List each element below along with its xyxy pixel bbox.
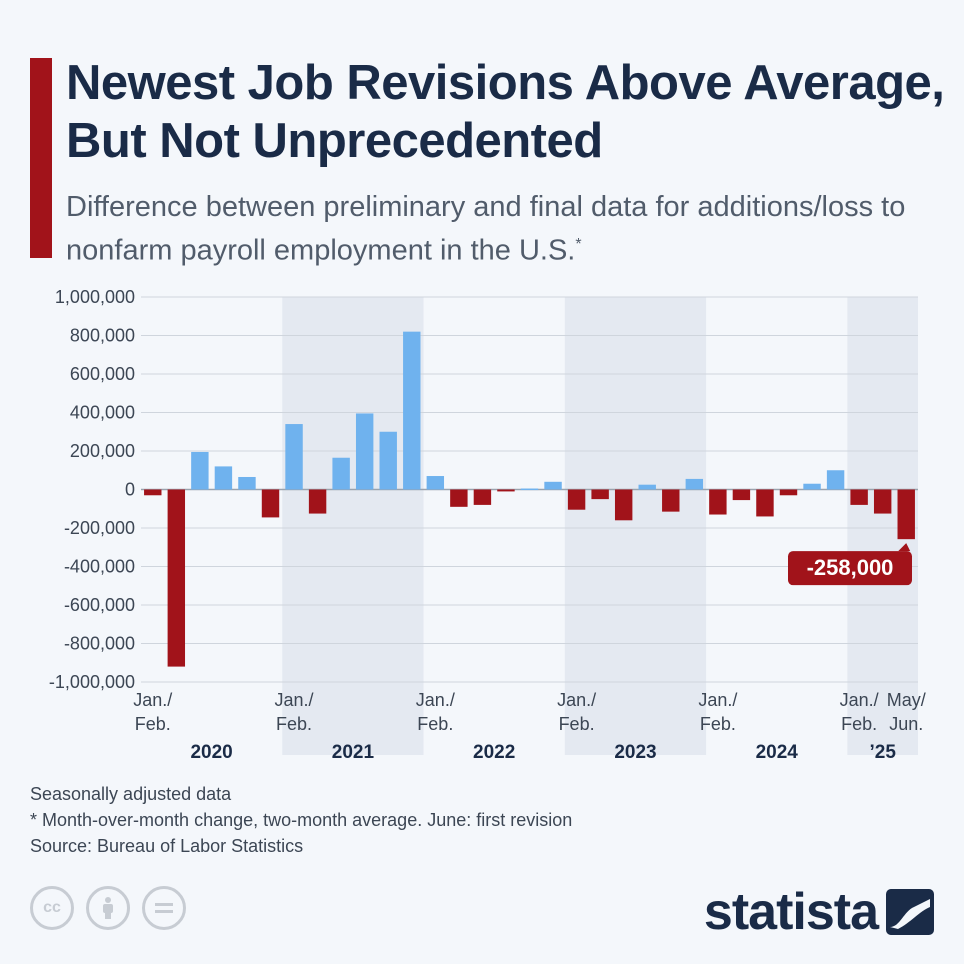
year-label: 2023 <box>614 742 656 763</box>
year-label: 2024 <box>756 742 799 763</box>
x-tick-label: Feb. <box>276 714 312 734</box>
x-tick-label: Feb. <box>700 714 736 734</box>
bar-mar--apr--2023 <box>591 489 609 500</box>
bar-nov--dec--2022 <box>544 481 562 490</box>
x-tick-label: Jan./ <box>557 690 596 710</box>
logo-text: statista <box>703 883 879 941</box>
bar-sep--oct--2023 <box>662 489 680 512</box>
bar-may-jun--2020 <box>191 451 209 490</box>
callout-label: -258,000 <box>807 555 894 580</box>
bar-mar--apr--2022 <box>450 489 468 507</box>
attribution-icon[interactable] <box>86 886 130 930</box>
bar-jan--feb--2022 <box>426 476 445 490</box>
statista-logo[interactable]: statista <box>704 882 934 942</box>
bar-chart: 1,000,000 800,000 600,000 400,000 200,000 0 -2… <box>49 287 926 763</box>
y-tick-label: -400,000 <box>64 557 135 577</box>
y-tick-label: -600,000 <box>64 595 135 615</box>
bar-sep--oct--2020 <box>238 476 256 490</box>
bar-may-jun--2023 <box>614 489 633 521</box>
bar-mar--apr--2024 <box>732 489 751 501</box>
bar-may-jun--2024 <box>756 489 774 517</box>
subtitle-footnote-mark: * <box>575 236 582 253</box>
x-tick-label: Jun. <box>889 714 923 734</box>
y-tick-label: 800,000 <box>70 326 135 346</box>
y-tick-label: 1,000,000 <box>55 287 135 307</box>
bar-jul--aug--2023 <box>638 484 656 490</box>
bar-nov--dec--2024 <box>826 470 845 490</box>
x-tick-label: Feb. <box>417 714 453 734</box>
y-tick-label: 0 <box>125 480 135 500</box>
bar-may-jun--2021 <box>332 457 350 490</box>
source-note: Source: Bureau of Labor Statistics <box>30 836 304 856</box>
chart-title: Newest Job Revisions Above Average, But … <box>66 56 945 168</box>
bars <box>144 331 915 667</box>
year-label: 2020 <box>190 742 232 763</box>
y-tick-label: -1,000,000 <box>49 672 135 692</box>
cc-icon[interactable]: cc <box>30 886 74 930</box>
note-footnote: * Month-over-month change, two-month ave… <box>30 810 573 830</box>
bar-jul--aug--2020 <box>214 466 233 490</box>
year-bands <box>282 297 918 755</box>
year-labels: 2020 2021 2022 2023 2024 ’25 <box>190 742 896 763</box>
year-band-2023 <box>564 297 707 755</box>
bar-may-jun--2022 <box>473 489 492 505</box>
bar-jan--feb--2020 <box>144 489 162 496</box>
bar-jul--aug--2022 <box>497 489 515 492</box>
callout-pointer <box>898 543 911 552</box>
gridlines <box>141 296 918 683</box>
bar-mar--apr--2021 <box>308 489 327 514</box>
license-icons: cc <box>30 886 186 930</box>
y-tick-label: 600,000 <box>70 364 135 384</box>
year-band-2021 <box>282 297 424 755</box>
bar-may-jun--2025 <box>897 489 915 540</box>
y-tick-label: 200,000 <box>70 441 135 461</box>
bar-sep--oct--2022 <box>520 488 539 491</box>
bar-jan--feb--2021 <box>285 424 303 490</box>
x-tick-label: Jan./ <box>416 690 455 710</box>
subtitle-text: Difference between preliminary and final… <box>66 191 906 267</box>
x-tick-label: Feb. <box>135 714 171 734</box>
no-derivatives-icon[interactable] <box>142 886 186 930</box>
callout-box <box>788 551 912 586</box>
y-axis-tick-labels: 1,000,000 800,000 600,000 400,000 200,000 0 -2… <box>49 287 135 692</box>
bar-sep--oct--2021 <box>379 431 397 490</box>
x-tick-label: Jan./ <box>840 690 879 710</box>
year-label: 2021 <box>332 742 375 763</box>
x-tick-label: May/ <box>887 690 926 710</box>
bar-jan--feb--2023 <box>567 489 586 510</box>
year-label: ’25 <box>869 742 896 763</box>
y-tick-label: -200,000 <box>64 518 135 538</box>
bar-nov--dec--2020 <box>261 489 280 518</box>
bar-mar--apr--2020 <box>167 489 186 667</box>
statista-logo-icon <box>886 889 934 935</box>
x-tick-label: Jan./ <box>275 690 314 710</box>
bar-jul--aug--2021 <box>355 413 374 490</box>
x-tick-label: Jan./ <box>133 690 172 710</box>
year-label: 2022 <box>473 742 515 763</box>
cc-label: cc <box>43 899 61 916</box>
x-axis-tick-labels: Jan./ Feb. Jan./ Feb. Jan./ Feb. Jan./ Feb. Jan.… <box>133 690 925 734</box>
bar-jul--aug--2024 <box>779 489 798 496</box>
bar-mar--apr--2025 <box>873 489 892 514</box>
bar-jan--feb--2024 <box>709 489 727 515</box>
callout-annotation: -258,000 <box>788 543 912 586</box>
bar-sep--oct--2024 <box>803 483 821 490</box>
note-seasonal: Seasonally adjusted data <box>30 784 232 804</box>
x-tick-label: Feb. <box>841 714 877 734</box>
x-tick-label: Feb. <box>559 714 595 734</box>
y-tick-label: 400,000 <box>70 403 135 423</box>
x-tick-label: Jan./ <box>698 690 737 710</box>
y-tick-label: -800,000 <box>64 634 135 654</box>
bar-nov--dec--2021 <box>403 331 421 490</box>
title-accent-bar <box>30 58 52 258</box>
bar-nov--dec--2023 <box>685 478 704 490</box>
chart-subtitle: Difference between preliminary and final… <box>66 188 956 270</box>
bar-jan--feb--2025 <box>850 489 868 505</box>
footnotes: Seasonally adjusted data * Month-over-mo… <box>30 781 572 859</box>
